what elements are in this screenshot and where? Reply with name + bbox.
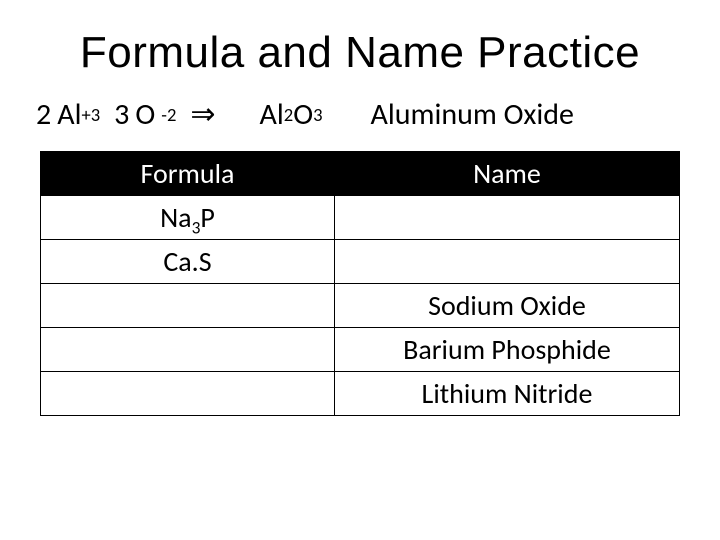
- worked-example: 2Al+3 3O-2 ⇒ Al2O3 Aluminum Oxide: [36, 96, 690, 133]
- table-row: Ca.S: [41, 240, 680, 284]
- page-title: Formula and Name Practice: [30, 28, 690, 78]
- formula-sym1: Al: [260, 96, 284, 133]
- table-row: Lithium Nitride: [41, 372, 680, 416]
- yields-arrow: ⇒: [190, 97, 215, 132]
- slide: Formula and Name Practice 2Al+3 3O-2 ⇒ A…: [0, 0, 720, 540]
- cell-name: Lithium Nitride: [334, 372, 679, 416]
- ion1-symbol: Al: [57, 96, 81, 133]
- ion1-coef: 2: [36, 96, 51, 133]
- cell-formula: Na3P: [41, 196, 335, 240]
- f-p1: Na: [160, 200, 192, 235]
- cell-formula: [41, 284, 335, 328]
- table-row: Sodium Oxide: [41, 284, 680, 328]
- practice-table: Formula Name Na3P Ca.S: [40, 151, 680, 416]
- cell-name: Sodium Oxide: [334, 284, 679, 328]
- table-row: Barium Phosphide: [41, 328, 680, 372]
- ion-2: 3O-2: [114, 96, 176, 133]
- product-name: Aluminum Oxide: [371, 96, 574, 133]
- ion-1: 2Al+3: [36, 96, 100, 133]
- cell-name: [334, 240, 679, 284]
- table-row: Na3P: [41, 196, 680, 240]
- header-formula: Formula: [41, 152, 335, 196]
- f-p2: P: [200, 200, 214, 235]
- f-p1: Ca: [163, 244, 191, 279]
- f-p2: S: [199, 244, 212, 279]
- cell-name: [334, 196, 679, 240]
- arrow-icon: ⇒: [190, 97, 215, 132]
- cell-name: Barium Phosphide: [334, 328, 679, 372]
- cell-formula: [41, 372, 335, 416]
- cell-formula: [41, 328, 335, 372]
- f-dot: .: [192, 244, 199, 279]
- header-name: Name: [334, 152, 679, 196]
- formula-sym2: O: [293, 96, 313, 133]
- product-formula: Al2O3: [260, 96, 323, 133]
- ion2-symbol: O: [135, 96, 155, 133]
- table-header-row: Formula Name: [41, 152, 680, 196]
- ion2-coef: 3: [114, 96, 129, 133]
- cell-formula: Ca.S: [41, 240, 335, 284]
